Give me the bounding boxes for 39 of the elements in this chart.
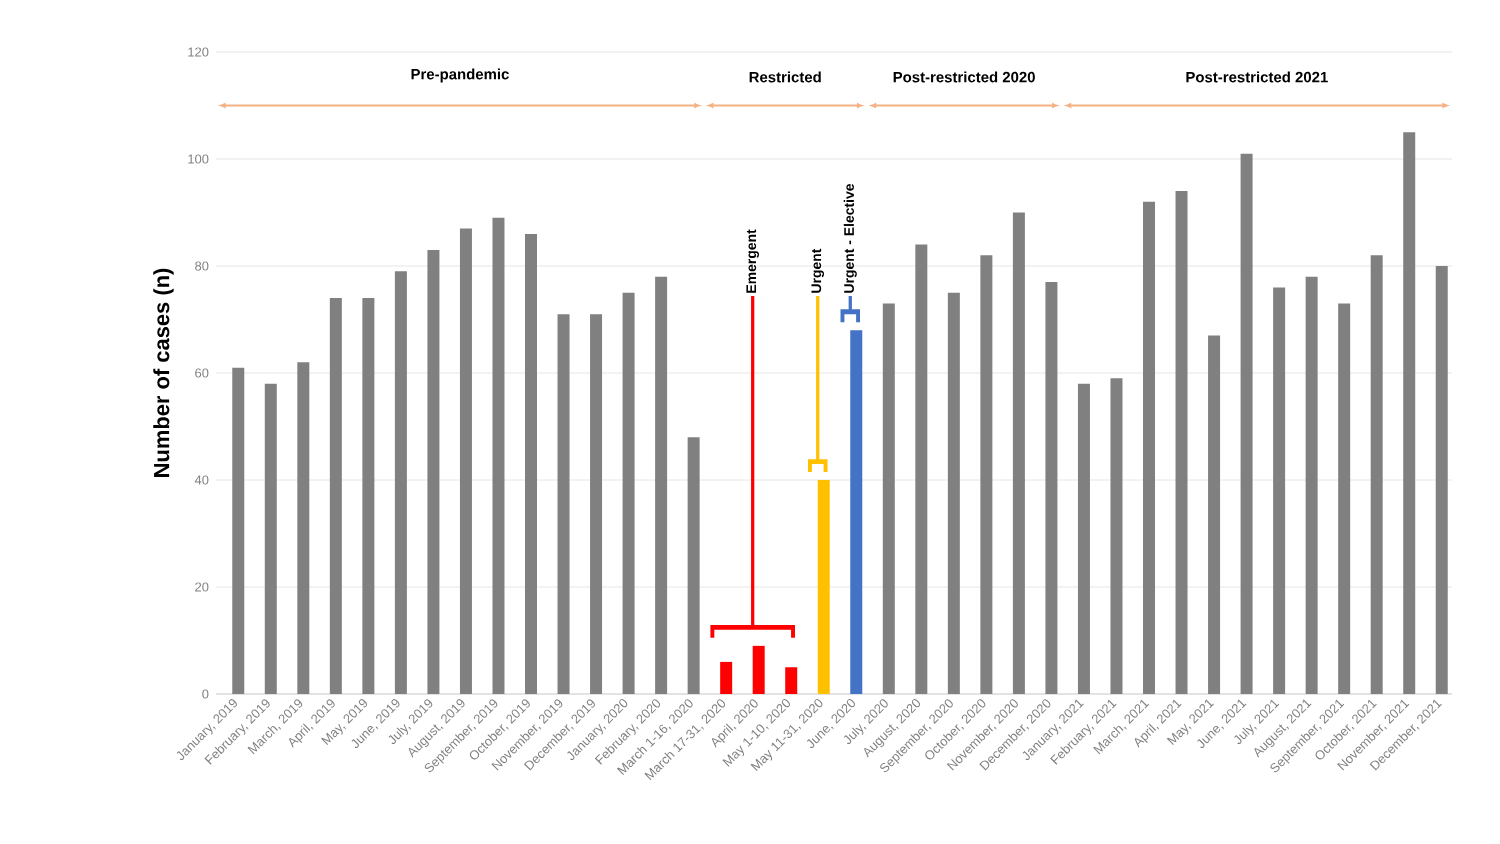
bar [427, 249, 440, 694]
bar [915, 244, 928, 694]
bar [557, 314, 570, 694]
bar [1240, 153, 1253, 694]
bar [1435, 265, 1448, 694]
bar [850, 330, 863, 694]
bar [1403, 132, 1416, 694]
bar [525, 233, 537, 694]
bar [1143, 201, 1156, 694]
bar [232, 367, 245, 694]
bar [622, 292, 635, 694]
bar [1012, 212, 1025, 694]
bar [1273, 287, 1286, 694]
bar [687, 437, 700, 694]
bar [817, 480, 830, 694]
bar [1175, 191, 1188, 694]
y-axis-title: Number of cases (n) [153, 268, 174, 477]
bar [752, 645, 765, 694]
bar [394, 271, 407, 694]
bar [329, 298, 342, 694]
bar [459, 228, 472, 694]
bar [655, 276, 668, 694]
bar [785, 667, 798, 694]
bar [1045, 282, 1058, 694]
bar [1338, 303, 1351, 694]
bar [492, 217, 505, 694]
bar [1370, 255, 1383, 694]
bar [264, 383, 277, 694]
bar [1305, 276, 1318, 694]
bar [1077, 383, 1090, 694]
bar [1110, 378, 1123, 694]
bar [720, 661, 733, 694]
bar [590, 314, 603, 694]
bar [980, 255, 993, 694]
bar [362, 298, 375, 694]
bar [1208, 335, 1221, 694]
bar [882, 303, 895, 694]
bar [947, 292, 960, 694]
bar [297, 362, 310, 694]
